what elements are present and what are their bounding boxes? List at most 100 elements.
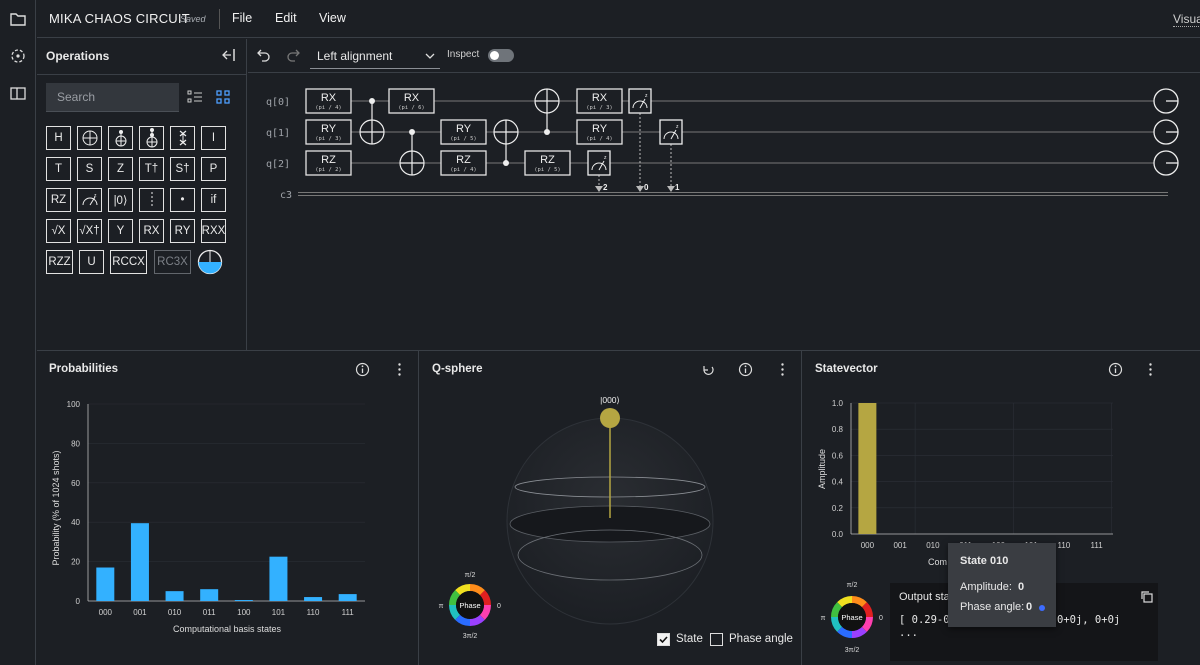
gate-[interactable]: • bbox=[170, 188, 195, 212]
info-icon[interactable] bbox=[1108, 362, 1123, 377]
bar-100[interactable] bbox=[234, 600, 253, 601]
gate-x[interactable]: √X bbox=[46, 219, 71, 243]
x-tick-label: 010 bbox=[168, 608, 182, 617]
gate-label: Y bbox=[116, 225, 125, 237]
state-label: |000⟩ bbox=[600, 395, 620, 405]
menu-file[interactable]: File bbox=[232, 11, 253, 25]
x-tick-label: 110 bbox=[1057, 541, 1070, 550]
gate-z[interactable]: Z bbox=[108, 157, 133, 181]
cnot-gate[interactable] bbox=[534, 88, 560, 135]
folder-icon[interactable] bbox=[8, 9, 28, 29]
gate-param: (pi / 4) bbox=[315, 105, 342, 111]
circuit-icon[interactable] bbox=[8, 46, 28, 66]
list-view-icon[interactable] bbox=[187, 90, 203, 104]
gate-ry[interactable]: RY(pi / 5) bbox=[440, 119, 487, 145]
overflow-menu-icon[interactable] bbox=[392, 362, 407, 377]
gate-rx[interactable]: RX(pi / 3) bbox=[576, 88, 623, 114]
output-state-label: Output sta bbox=[899, 591, 950, 603]
phase-segment bbox=[852, 596, 867, 608]
statevector-title: Statevector bbox=[815, 363, 878, 375]
reset-view-icon[interactable] bbox=[701, 362, 716, 377]
cnot-gate[interactable] bbox=[399, 129, 425, 176]
gate-x[interactable]: √X† bbox=[77, 219, 102, 243]
gate-i[interactable]: I bbox=[201, 126, 226, 150]
gate-t[interactable]: T bbox=[46, 157, 71, 181]
search-input[interactable] bbox=[46, 83, 179, 112]
gate-p[interactable]: P bbox=[201, 157, 226, 181]
bar-101[interactable] bbox=[269, 556, 288, 601]
gate-rccx[interactable]: RCCX bbox=[110, 250, 147, 274]
gate-rz[interactable]: RZ(pi / 4) bbox=[440, 150, 487, 176]
gate-s[interactable]: S bbox=[77, 157, 102, 181]
collapse-panel-icon[interactable] bbox=[221, 48, 237, 62]
gate-rz[interactable]: RZ bbox=[46, 188, 71, 212]
gate-swap[interactable] bbox=[170, 126, 195, 150]
gate-t[interactable]: T† bbox=[139, 157, 164, 181]
bar-000[interactable] bbox=[858, 403, 877, 534]
state-checkbox[interactable] bbox=[657, 633, 670, 646]
visualizations-toggle[interactable]: Visua bbox=[1173, 12, 1200, 27]
phase-angle-checkbox[interactable] bbox=[710, 633, 723, 646]
gate-ccx[interactable] bbox=[139, 126, 164, 150]
output-state-line: [ 0.29-0 bbox=[899, 614, 950, 626]
measure-bit-label: 2 bbox=[603, 183, 608, 192]
menu-edit[interactable]: Edit bbox=[275, 11, 297, 25]
gate-label: √X† bbox=[79, 225, 100, 237]
gate-rz[interactable]: RZ(pi / 5) bbox=[524, 150, 571, 176]
gate-rz[interactable]: RZ(pi / 2) bbox=[305, 150, 352, 176]
gate-0[interactable]: |0⟩ bbox=[108, 188, 133, 212]
gate-rc3x[interactable]: RC3X bbox=[154, 250, 191, 274]
gate-[interactable] bbox=[77, 126, 102, 150]
gate-s[interactable]: S† bbox=[170, 157, 195, 181]
info-icon[interactable] bbox=[355, 362, 370, 377]
gate-ry[interactable]: RY bbox=[170, 219, 195, 243]
measure-gate[interactable]: z2 bbox=[587, 150, 611, 192]
gate-rxx[interactable]: RXX bbox=[201, 219, 226, 243]
grid-view-icon[interactable] bbox=[216, 90, 230, 104]
overflow-menu-icon[interactable] bbox=[1143, 362, 1158, 377]
bar-010[interactable] bbox=[165, 591, 184, 601]
gate-rx[interactable]: RX(pi / 4) bbox=[305, 88, 352, 114]
gate-u[interactable]: U bbox=[79, 250, 104, 274]
gate-name: RY bbox=[592, 123, 608, 135]
copy-icon[interactable] bbox=[1140, 590, 1153, 603]
control-dot bbox=[369, 98, 375, 104]
gate-rx[interactable]: RX bbox=[139, 219, 164, 243]
gate-ry[interactable]: RY(pi / 3) bbox=[305, 119, 352, 145]
phase-segment bbox=[449, 590, 461, 605]
gate-barrier[interactable] bbox=[139, 188, 164, 212]
gate-ctrl-x[interactable] bbox=[108, 126, 133, 150]
measure-gate[interactable]: z0 bbox=[628, 88, 652, 192]
gate-h[interactable]: H bbox=[46, 126, 71, 150]
gate-if[interactable]: if bbox=[201, 188, 226, 212]
bar-110[interactable] bbox=[304, 597, 323, 601]
gate-label: T bbox=[54, 163, 63, 175]
cnot-gate[interactable] bbox=[493, 119, 519, 166]
app-title: MIKA CHAOS CIRCUIT bbox=[49, 11, 190, 26]
inspect-toggle[interactable] bbox=[488, 49, 514, 62]
menu-view[interactable]: View bbox=[319, 11, 346, 25]
gate-param: (pi / 5) bbox=[534, 167, 561, 173]
alignment-select[interactable]: Left alignment bbox=[310, 43, 440, 69]
qsphere-title: Q-sphere bbox=[432, 363, 483, 375]
panel-toggle-icon[interactable] bbox=[8, 83, 28, 103]
bar-000[interactable] bbox=[96, 567, 115, 601]
bar-001[interactable] bbox=[130, 523, 149, 601]
info-icon[interactable] bbox=[738, 362, 753, 377]
undo-icon[interactable] bbox=[256, 48, 272, 62]
overflow-menu-icon[interactable] bbox=[775, 362, 790, 377]
qsphere-canvas[interactable]: |000⟩ Phase π/2 π 0 3π/2 bbox=[420, 387, 802, 665]
gate-ry[interactable]: RY(pi / 4) bbox=[576, 119, 623, 145]
gate-custom[interactable] bbox=[197, 249, 223, 275]
measure-gate[interactable]: z1 bbox=[659, 119, 683, 192]
bar-111[interactable] bbox=[338, 594, 357, 601]
gate-measure[interactable]: z bbox=[77, 188, 102, 212]
gate-rx[interactable]: RX(pi / 6) bbox=[388, 88, 435, 114]
probabilities-title: Probabilities bbox=[49, 363, 119, 375]
bar-011[interactable] bbox=[200, 589, 219, 601]
gate-y[interactable]: Y bbox=[108, 219, 133, 243]
redo-icon[interactable] bbox=[285, 48, 301, 62]
state-point[interactable] bbox=[600, 408, 620, 428]
gate-rzz[interactable]: RZZ bbox=[46, 250, 73, 274]
